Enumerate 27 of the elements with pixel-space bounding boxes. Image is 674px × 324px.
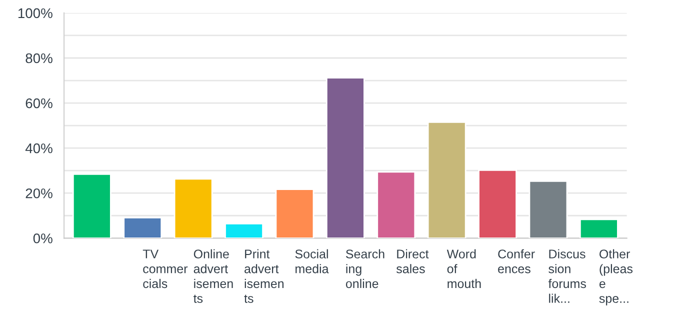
y-tick-label: 60% [26,98,52,108]
y-tick-label: 40% [25,143,52,154]
y-tick-label: 100% [18,8,52,18]
bar [528,180,568,238]
x-tick-label: Search ing online [346,249,384,288]
x-tick-label: Social media [295,249,329,274]
x-tick-label: Direct sales [396,249,429,274]
bar [326,77,365,238]
bar [478,169,517,238]
y-tick-label: 80% [26,53,52,64]
x-tick-label: Word of mouth [446,249,481,288]
bar [275,188,314,238]
bar [174,178,213,238]
x-tick-label: Discus sion forums lik... [548,249,586,303]
bar [427,121,466,238]
bar [72,173,112,238]
x-tick-label: Confer ences [498,249,535,274]
bar [123,216,162,238]
x-tick-label: TV commer cials [142,250,188,288]
x-tick-label: Print advert isemen ts [244,249,284,303]
bar [376,171,416,238]
x-tick-label: Other (pleas e spe... [599,249,633,306]
x-tick-label: Online advert isemen ts [194,249,233,303]
y-tick-label: 0% [33,233,52,244]
bar [224,223,264,238]
y-tick-label: 20% [26,188,52,198]
bar [579,218,618,238]
